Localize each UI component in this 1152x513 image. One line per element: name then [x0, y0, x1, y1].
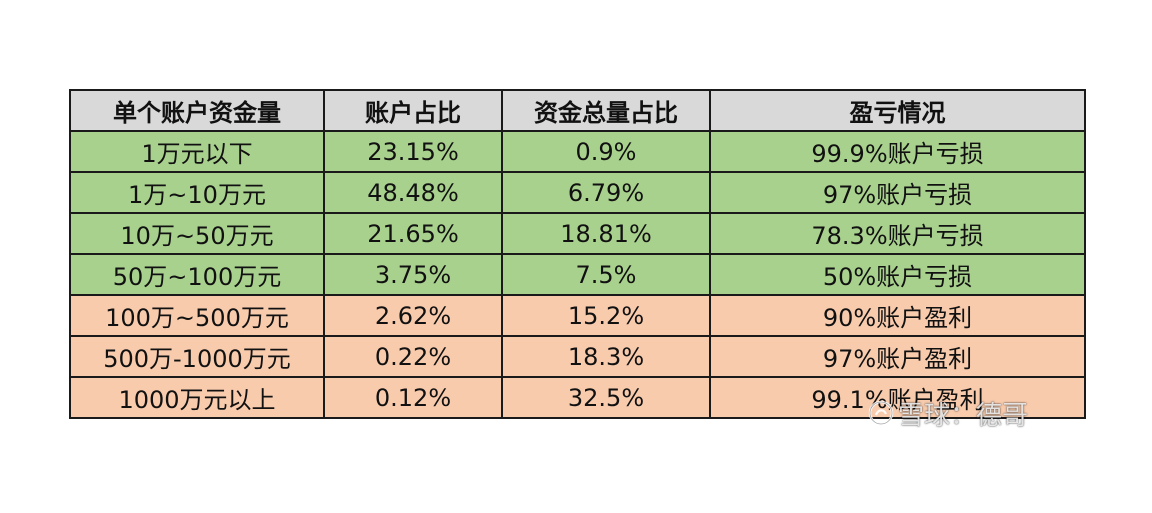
header-fund-share: 资金总量占比 — [501, 89, 711, 132]
account-fund-table: 单个账户资金量 账户占比 资金总量占比 盈亏情况 1万元以下 23.15% 0.… — [69, 89, 1086, 419]
table-row: 50万~100万元 3.75% 7.5% 50%账户亏损 — [69, 253, 1086, 296]
cell-tier: 1万~10万元 — [69, 171, 325, 214]
cell-tier: 500万-1000万元 — [69, 335, 325, 378]
cell-result: 99.1%账户盈利 — [709, 376, 1086, 419]
cell-result: 97%账户亏损 — [709, 171, 1086, 214]
cell-tier: 1000万元以上 — [69, 376, 325, 419]
cell-result: 90%账户盈利 — [709, 294, 1086, 337]
cell-tier: 1万元以下 — [69, 130, 325, 173]
cell-fund-share: 32.5% — [501, 376, 711, 419]
cell-fund-share: 18.3% — [501, 335, 711, 378]
cell-fund-share: 18.81% — [501, 212, 711, 255]
cell-account-share: 0.22% — [323, 335, 503, 378]
table-row: 100万~500万元 2.62% 15.2% 90%账户盈利 — [69, 294, 1086, 337]
cell-fund-share: 6.79% — [501, 171, 711, 214]
cell-account-share: 0.12% — [323, 376, 503, 419]
cell-tier: 10万~50万元 — [69, 212, 325, 255]
header-result: 盈亏情况 — [709, 89, 1086, 132]
cell-account-share: 3.75% — [323, 253, 503, 296]
table-row: 1万~10万元 48.48% 6.79% 97%账户亏损 — [69, 171, 1086, 214]
cell-fund-share: 0.9% — [501, 130, 711, 173]
cell-result: 78.3%账户亏损 — [709, 212, 1086, 255]
header-account-share: 账户占比 — [323, 89, 503, 132]
cell-fund-share: 7.5% — [501, 253, 711, 296]
table-row: 1万元以下 23.15% 0.9% 99.9%账户亏损 — [69, 130, 1086, 173]
cell-account-share: 2.62% — [323, 294, 503, 337]
table-row: 500万-1000万元 0.22% 18.3% 97%账户盈利 — [69, 335, 1086, 378]
cell-account-share: 23.15% — [323, 130, 503, 173]
table-row: 10万~50万元 21.65% 18.81% 78.3%账户亏损 — [69, 212, 1086, 255]
header-tier: 单个账户资金量 — [69, 89, 325, 132]
cell-result: 97%账户盈利 — [709, 335, 1086, 378]
header-row: 单个账户资金量 账户占比 资金总量占比 盈亏情况 — [69, 89, 1086, 132]
cell-result: 50%账户亏损 — [709, 253, 1086, 296]
cell-account-share: 48.48% — [323, 171, 503, 214]
cell-tier: 100万~500万元 — [69, 294, 325, 337]
table-row: 1000万元以上 0.12% 32.5% 99.1%账户盈利 — [69, 376, 1086, 419]
cell-fund-share: 15.2% — [501, 294, 711, 337]
cell-result: 99.9%账户亏损 — [709, 130, 1086, 173]
cell-account-share: 21.65% — [323, 212, 503, 255]
cell-tier: 50万~100万元 — [69, 253, 325, 296]
